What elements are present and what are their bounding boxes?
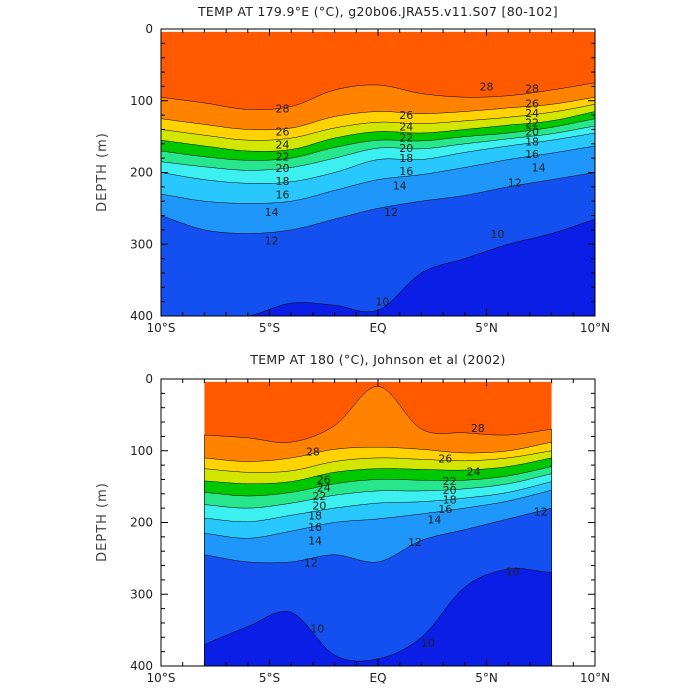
isotherm-band-10 — [204, 568, 552, 666]
x-tick-label: 10°S — [147, 321, 176, 335]
contour-label: 10 — [506, 565, 520, 578]
contour-label: 26 — [438, 453, 452, 466]
contour-label: 18 — [399, 152, 413, 165]
contour-label: 24 — [525, 107, 539, 120]
y-tick-label: 100 — [130, 444, 153, 458]
contour-label: 16 — [399, 165, 413, 178]
contour-label: 22 — [276, 151, 290, 164]
y-axis-label-top: DEPTH (m) — [95, 132, 110, 212]
contour-label: 16 — [438, 503, 452, 516]
contour-label: 12 — [534, 506, 548, 519]
x-tick-label: EQ — [369, 321, 386, 335]
y-tick-label: 200 — [130, 516, 153, 530]
x-tick-label: 10°S — [147, 671, 176, 685]
contour-label: 18 — [443, 494, 457, 507]
temperature-contours-bottom — [204, 381, 552, 666]
chart-title-bottom: TEMP AT 180 (°C), Johnson et al (2002) — [249, 352, 505, 367]
contour-label: 20 — [399, 142, 413, 155]
x-tick-label: 5°S — [259, 321, 280, 335]
contour-label: 12 — [408, 536, 422, 549]
contour-label: 14 — [427, 514, 441, 527]
contour-labels-bottom: 2828262422201816141212121416182022242610… — [304, 422, 548, 650]
y-tick-label: 0 — [145, 22, 153, 36]
contour-label: 28 — [471, 422, 485, 435]
contour-label: 14 — [393, 179, 407, 192]
contour-label: 26 — [399, 109, 413, 122]
x-tick-label: 5°S — [259, 671, 280, 685]
contour-label: 22 — [312, 490, 326, 503]
x-tick-label: EQ — [369, 671, 386, 685]
contour-label: 26 — [317, 473, 331, 486]
contour-label: 18 — [525, 136, 539, 149]
contour-label: 20 — [312, 499, 326, 512]
y-tick-label: 100 — [130, 94, 153, 108]
contour-label: 16 — [525, 148, 539, 161]
contour-label: 20 — [276, 162, 290, 175]
contour-label: 10 — [375, 296, 389, 309]
contour-label: 20 — [525, 126, 539, 139]
contour-label: 12 — [304, 557, 318, 570]
contour-label: 14 — [308, 534, 322, 547]
panel-top: TEMP AT 179.9°E (°C), g20b06.JRA55.v11.S… — [95, 4, 610, 335]
contour-label: 10 — [421, 637, 435, 650]
contour-label: 16 — [308, 521, 322, 534]
y-tick-label: 0 — [145, 372, 153, 386]
contour-label: 22 — [399, 131, 413, 144]
x-tick-label: 5°N — [475, 321, 498, 335]
contour-label: 28 — [480, 80, 494, 93]
contour-label: 14 — [532, 161, 546, 174]
contour-label: 24 — [276, 139, 290, 152]
temperature-contours-top — [161, 31, 595, 316]
contour-label: 28 — [306, 445, 320, 458]
contour-label: 26 — [525, 98, 539, 111]
contour-label: 24 — [399, 121, 413, 134]
contour-label: 14 — [265, 206, 279, 219]
contour-label: 24 — [466, 466, 480, 479]
chart-title-top: TEMP AT 179.9°E (°C), g20b06.JRA55.v11.S… — [197, 4, 558, 19]
y-tick-label: 300 — [130, 237, 153, 251]
y-tick-label: 400 — [130, 309, 153, 323]
contour-label: 16 — [276, 189, 290, 202]
x-tick-label: 10°N — [580, 321, 610, 335]
contour-label: 10 — [310, 623, 324, 636]
x-tick-label: 10°N — [580, 671, 610, 685]
contour-label: 12 — [384, 206, 398, 219]
y-axis-label-bottom: DEPTH (m) — [95, 482, 110, 562]
y-tick-label: 300 — [130, 587, 153, 601]
contour-label: 28 — [276, 103, 290, 116]
isotherm-band-10 — [161, 218, 595, 316]
contour-label: 18 — [308, 509, 322, 522]
y-tick-label: 200 — [130, 166, 153, 180]
panel-bottom: TEMP AT 180 (°C), Johnson et al (2002) 2… — [95, 352, 610, 685]
contour-label: 18 — [276, 175, 290, 188]
contour-label: 24 — [317, 481, 331, 494]
contour-labels-top: 2828282624222018161412262422201816141226… — [265, 80, 546, 308]
contour-label: 12 — [265, 235, 279, 248]
contour-label: 20 — [443, 484, 457, 497]
contour-label: 22 — [525, 116, 539, 129]
axes-bottom: 10°S 5°S EQ 5°N 10°N 0 100 200 300 400 — [130, 372, 610, 685]
contour-label: 26 — [276, 126, 290, 139]
contour-label: 12 — [508, 177, 522, 190]
y-tick-label: 400 — [130, 659, 153, 673]
x-tick-label: 5°N — [475, 671, 498, 685]
contour-label: 28 — [525, 83, 539, 96]
contour-label: 10 — [490, 228, 504, 241]
contour-label: 22 — [443, 475, 457, 488]
axes-top: 10°S 5°S EQ 5°N 10°N 0 100 200 300 400 — [130, 22, 610, 335]
